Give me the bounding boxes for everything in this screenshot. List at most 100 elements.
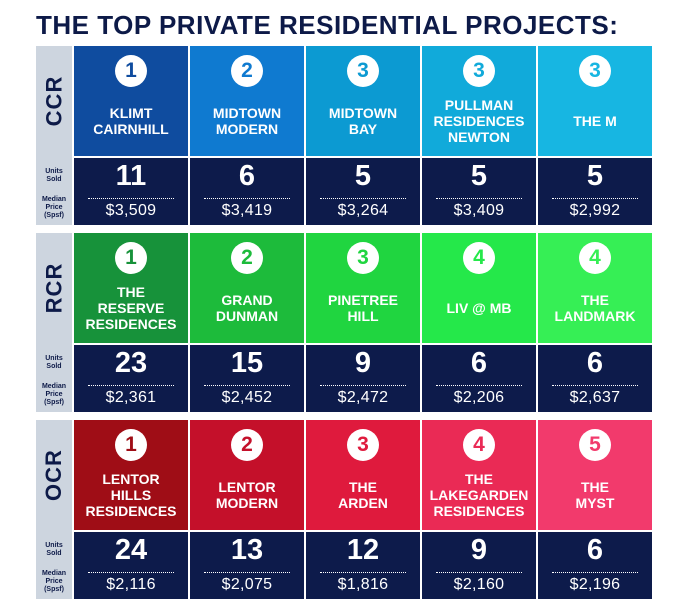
section-ccr: CCR Units Sold Median Price (Spsf) 1 KLIM… [36,46,678,225]
rank-badge: 2 [231,242,263,274]
project-card: 4 THE LANDMARK [538,233,652,343]
project-name: THE M [573,113,617,129]
project-column: 3 THE ARDEN 12 $1,816 [306,420,420,599]
region-label: OCR [41,449,67,501]
rank-badge: 3 [463,55,495,87]
project-name: THE LAKEGARDEN RESIDENCES [429,471,529,519]
units-sold-value: 13 [230,534,264,566]
project-card: 1 KLIMT CAIRNHILL [74,46,188,156]
units-sold-label: Units Sold [45,168,63,183]
units-sold-value: 23 [114,347,148,379]
units-sold-value: 12 [346,534,380,566]
project-column: 2 LENTOR MODERN 13 $2,075 [190,420,304,599]
rank-badge: 2 [231,429,263,461]
divider [320,572,406,573]
project-stats: 6 $3,419 [190,158,304,225]
divider [320,198,406,199]
page-title: THE TOP PRIVATE RESIDENTIAL PROJECTS: [36,10,619,40]
project-card: 2 LENTOR MODERN [190,420,304,530]
project-name: PINETREE HILL [327,292,398,324]
divider [320,385,406,386]
project-column: 3 PULLMAN RESIDENCES NEWTON 5 $3,409 [422,46,536,225]
project-card: 4 THE LAKEGARDEN RESIDENCES [422,420,536,530]
project-stats: 6 $2,196 [538,532,652,599]
divider [204,198,290,199]
project-stats: 15 $2,452 [190,345,304,412]
project-column: 2 MIDTOWN MODERN 6 $3,419 [190,46,304,225]
project-name: THE MYST [575,479,615,511]
median-price-value: $2,452 [221,389,273,406]
median-price-value: $2,637 [569,389,621,406]
project-card: 3 THE M [538,46,652,156]
project-name: THE LANDMARK [554,292,636,324]
project-stats: 11 $3,509 [74,158,188,225]
divider [552,385,638,386]
median-price-label: Median Price (Spsf) [41,570,67,593]
median-price-value: $3,264 [337,202,389,219]
divider [552,198,638,199]
units-sold-value: 9 [354,347,372,379]
rank-badge: 3 [347,242,379,274]
project-card: 2 GRAND DUNMAN [190,233,304,343]
rank-badge: 3 [347,429,379,461]
units-sold-value: 24 [114,534,148,566]
project-card: 3 THE ARDEN [306,420,420,530]
project-name: GRAND DUNMAN [215,292,279,324]
rank-badge: 3 [579,55,611,87]
median-price-value: $2,160 [453,576,505,593]
units-sold-value: 5 [470,160,488,192]
project-column: 3 THE M 5 $2,992 [538,46,652,225]
median-price-value: $3,419 [221,202,273,219]
project-stats: 6 $2,206 [422,345,536,412]
median-price-value: $2,206 [453,389,505,406]
units-sold-value: 5 [586,160,604,192]
project-name: LENTOR HILLS RESIDENCES [85,471,177,519]
section-sidebar: OCR Units Sold Median Price (Spsf) [36,420,72,599]
units-sold-value: 6 [586,347,604,379]
project-stats: 23 $2,361 [74,345,188,412]
median-price-value: $2,361 [105,389,157,406]
project-stats: 13 $2,075 [190,532,304,599]
project-stats: 5 $3,409 [422,158,536,225]
section-rcr: RCR Units Sold Median Price (Spsf) 1 THE … [36,233,678,412]
units-sold-value: 5 [354,160,372,192]
units-sold-value: 9 [470,534,488,566]
project-stats: 9 $2,160 [422,532,536,599]
project-name: PULLMAN RESIDENCES NEWTON [433,97,525,145]
project-name: MIDTOWN BAY [328,105,398,137]
project-column: 4 LIV @ MB 6 $2,206 [422,233,536,412]
median-price-label: Median Price (Spsf) [41,196,67,219]
units-sold-value: 15 [230,347,264,379]
project-card: 1 THE RESERVE RESIDENCES [74,233,188,343]
divider [204,385,290,386]
units-sold-label: Units Sold [45,355,63,370]
median-price-value: $3,409 [453,202,505,219]
project-column: 3 PINETREE HILL 9 $2,472 [306,233,420,412]
project-card: 1 LENTOR HILLS RESIDENCES [74,420,188,530]
project-name: LIV @ MB [446,300,512,316]
project-name: LENTOR MODERN [215,479,279,511]
project-name: THE ARDEN [338,479,388,511]
median-price-value: $2,196 [569,576,621,593]
rank-badge: 4 [463,242,495,274]
divider [88,572,174,573]
units-sold-value: 6 [470,347,488,379]
rank-badge: 4 [463,429,495,461]
project-stats: 5 $3,264 [306,158,420,225]
project-name: THE RESERVE RESIDENCES [85,284,177,332]
rank-badge: 3 [347,55,379,87]
project-card: 3 MIDTOWN BAY [306,46,420,156]
median-price-value: $1,816 [337,576,389,593]
rank-badge: 1 [115,55,147,87]
divider [204,572,290,573]
median-price-value: $2,992 [569,202,621,219]
rank-badge: 4 [579,242,611,274]
divider [436,198,522,199]
project-stats: 12 $1,816 [306,532,420,599]
median-price-value: $2,472 [337,389,389,406]
project-name: MIDTOWN MODERN [212,105,282,137]
project-card: 4 LIV @ MB [422,233,536,343]
median-price-value: $2,116 [106,576,156,593]
project-column: 3 MIDTOWN BAY 5 $3,264 [306,46,420,225]
project-stats: 9 $2,472 [306,345,420,412]
